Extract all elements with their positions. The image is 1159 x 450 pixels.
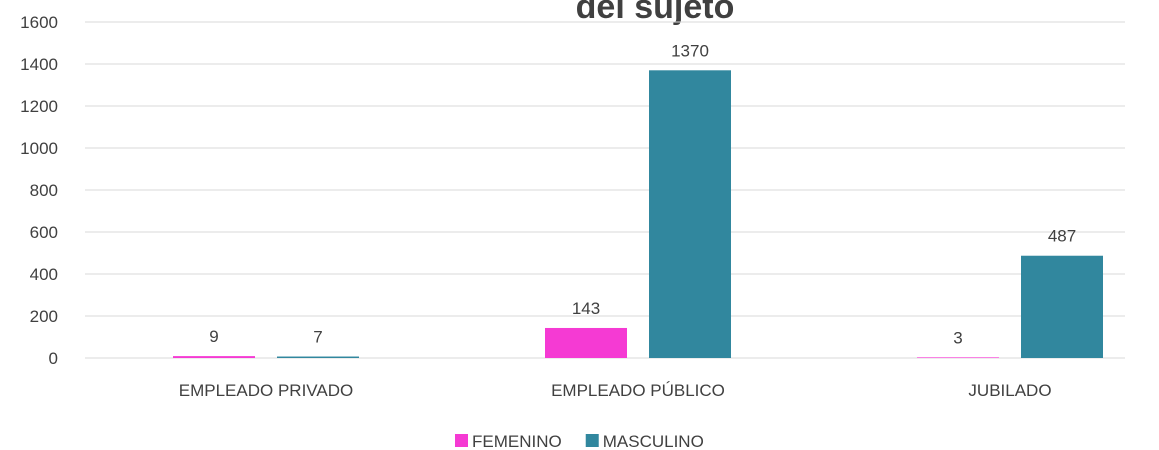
legend-label: FEMENINO	[472, 432, 562, 450]
bar	[917, 357, 999, 358]
y-tick-label: 0	[49, 349, 58, 368]
y-tick-label: 1200	[20, 97, 58, 116]
y-tick-label: 800	[30, 181, 58, 200]
y-tick-label: 1600	[20, 13, 58, 32]
data-label: 9	[209, 327, 218, 346]
bar	[173, 356, 255, 358]
legend-label: MASCULINO	[603, 432, 704, 450]
y-tick-label: 1000	[20, 139, 58, 158]
bar	[277, 356, 359, 358]
bar	[1021, 255, 1103, 358]
y-tick-label: 600	[30, 223, 58, 242]
x-tick-label: EMPLEADO PÚBLICO	[551, 381, 725, 400]
data-label: 7	[313, 328, 322, 347]
legend-swatch	[585, 434, 599, 447]
y-tick-label: 400	[30, 265, 58, 284]
x-tick-label: JUBILADO	[968, 381, 1051, 400]
data-label: 143	[572, 299, 600, 318]
bar	[545, 327, 627, 358]
y-tick-label: 200	[30, 307, 58, 326]
legend-swatch	[455, 434, 468, 447]
data-label: 1370	[671, 41, 709, 60]
y-tick-label: 1400	[20, 55, 58, 74]
data-label: 487	[1048, 227, 1076, 246]
x-tick-label: EMPLEADO PRIVADO	[179, 381, 353, 400]
bar	[649, 70, 731, 359]
data-label: 3	[953, 328, 962, 347]
